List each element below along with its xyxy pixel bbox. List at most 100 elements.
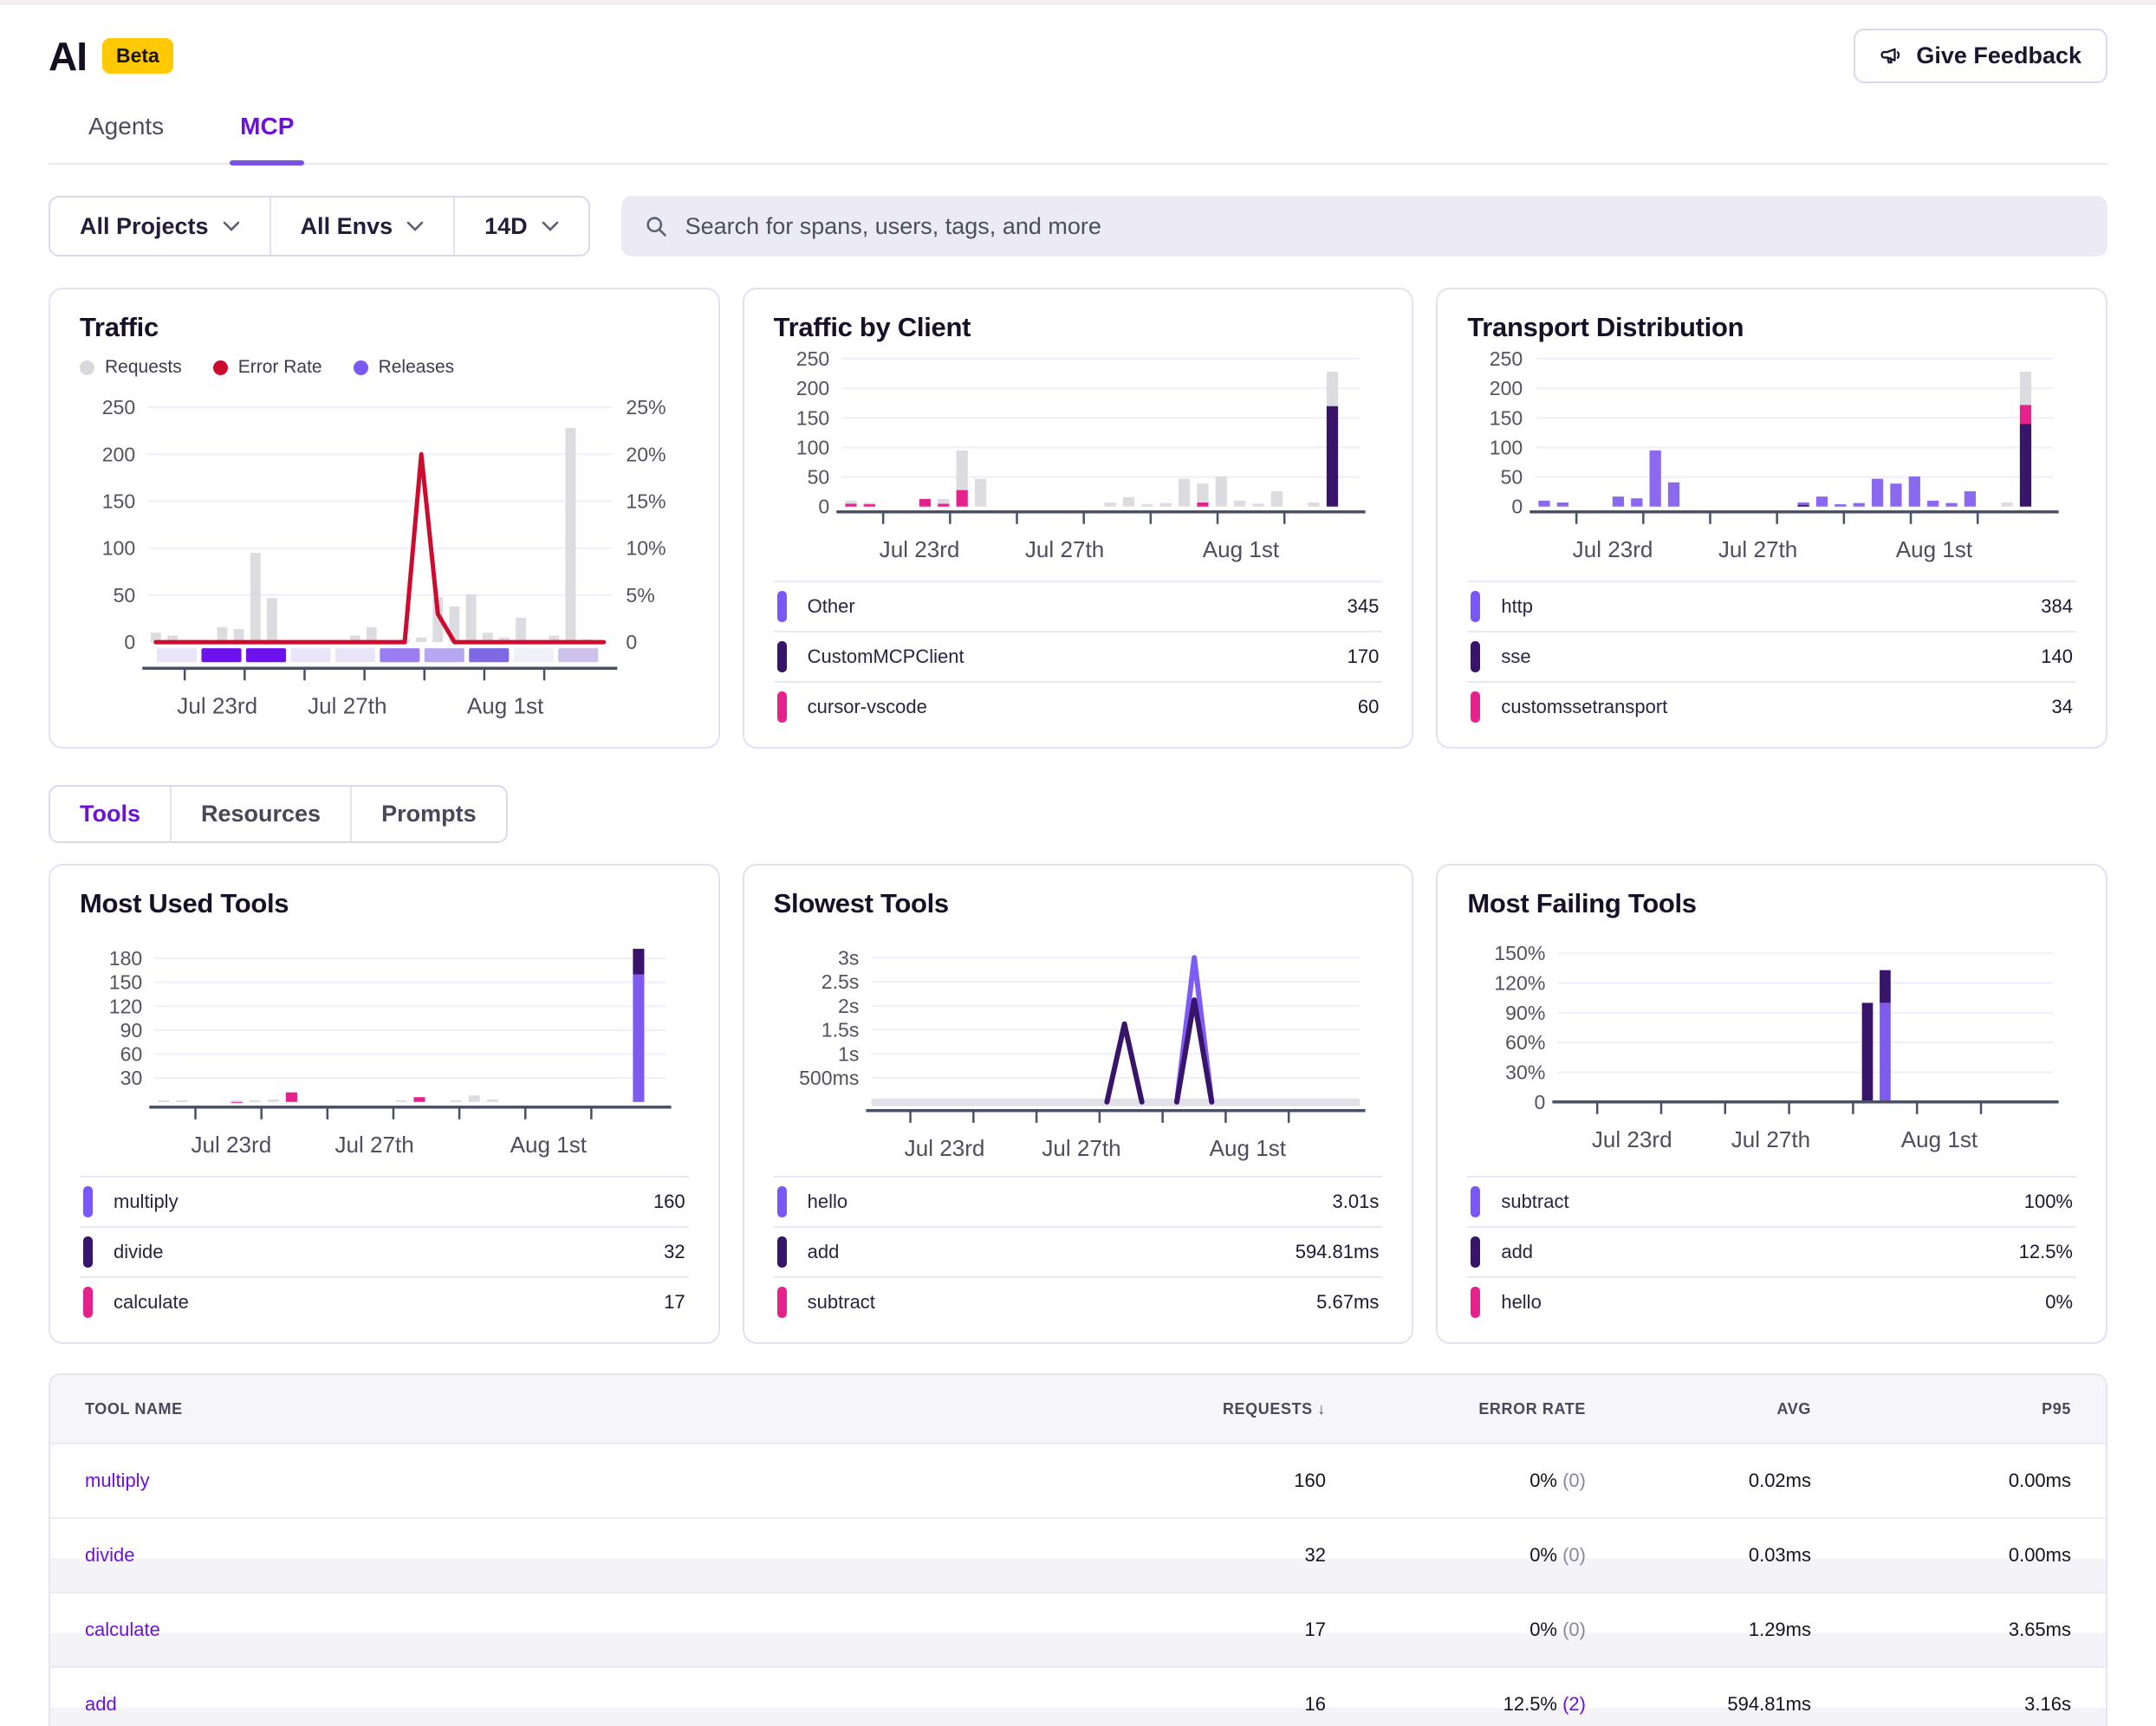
bar-Other[interactable] bbox=[863, 503, 874, 504]
bar-cursor-vscode[interactable] bbox=[863, 504, 874, 507]
bar-http[interactable] bbox=[1835, 504, 1847, 507]
legend-row-hello[interactable]: hello 3.01s bbox=[774, 1176, 1383, 1226]
legend-row-hello[interactable]: hello 0% bbox=[1467, 1276, 2076, 1327]
tab-tools[interactable]: Tools bbox=[50, 787, 170, 841]
release-segment[interactable] bbox=[290, 648, 330, 662]
legend-item-requests[interactable]: Requests bbox=[80, 357, 182, 378]
bar-Other[interactable] bbox=[2002, 503, 2013, 507]
bar-http[interactable] bbox=[1613, 496, 1624, 507]
bar-Other[interactable] bbox=[845, 501, 856, 503]
column-p95[interactable]: P95 bbox=[1811, 1400, 2071, 1418]
legend-item-releases[interactable]: Releases bbox=[354, 357, 455, 378]
bar-http[interactable] bbox=[1816, 496, 1828, 507]
bar-calculate[interactable] bbox=[413, 1097, 425, 1102]
column-avg[interactable]: AVG bbox=[1586, 1400, 1811, 1418]
release-segment[interactable] bbox=[157, 648, 197, 662]
bar-Other[interactable] bbox=[2020, 372, 2031, 405]
tab-prompts[interactable]: Prompts bbox=[350, 787, 506, 841]
bar-other[interactable] bbox=[250, 1100, 261, 1102]
bar-Other[interactable] bbox=[1179, 479, 1190, 507]
tool-link-multiply[interactable]: multiply bbox=[85, 1470, 150, 1491]
bar-Requests[interactable] bbox=[267, 598, 277, 642]
search-input[interactable] bbox=[685, 213, 2085, 240]
slowest-tools-chart[interactable]: 500ms1s1.5s2s2.5s3sJul 23rdJul 27thAug 1… bbox=[774, 926, 1383, 1172]
tool-link-calculate[interactable]: calculate bbox=[85, 1619, 160, 1640]
release-segment[interactable] bbox=[469, 648, 509, 662]
bar-http[interactable] bbox=[1668, 483, 1679, 507]
bar-add[interactable] bbox=[1862, 1003, 1874, 1101]
traffic-by-client-chart[interactable]: 050100150200250Jul 23rdJul 27thAug 1st bbox=[774, 350, 1383, 577]
projects-filter-dropdown[interactable]: All Projects bbox=[50, 198, 270, 255]
most-failing-tools-chart[interactable]: 030%60%90%120%150%Jul 23rdJul 27thAug 1s… bbox=[1467, 926, 2076, 1172]
bar-multiply[interactable] bbox=[633, 974, 644, 1101]
bar-http[interactable] bbox=[1539, 501, 1550, 507]
bar-other[interactable] bbox=[469, 1095, 480, 1101]
bar-calculate[interactable] bbox=[286, 1093, 297, 1102]
column-tool-name[interactable]: TOOL NAME bbox=[85, 1400, 1127, 1418]
bar-http[interactable] bbox=[1909, 477, 1920, 507]
bar-other[interactable] bbox=[268, 1100, 279, 1102]
release-segment[interactable] bbox=[246, 648, 286, 662]
bar-Other[interactable] bbox=[1123, 497, 1134, 507]
column-requests[interactable]: REQUESTS ↓ bbox=[1127, 1400, 1326, 1418]
bar-Other[interactable] bbox=[1252, 503, 1263, 506]
bar-http[interactable] bbox=[1854, 503, 1865, 507]
bar-Other[interactable] bbox=[956, 451, 967, 490]
bar-Other[interactable] bbox=[938, 499, 949, 503]
legend-row-customssetransport[interactable]: customssetransport 34 bbox=[1467, 681, 2076, 731]
legend-row-sse[interactable]: sse 140 bbox=[1467, 631, 2076, 681]
legend-row-multiply[interactable]: multiply 160 bbox=[80, 1176, 689, 1226]
bar-Other[interactable] bbox=[1270, 491, 1282, 507]
bar-http[interactable] bbox=[1946, 503, 1958, 507]
bar-Other[interactable] bbox=[1234, 501, 1245, 507]
bar-Requests[interactable] bbox=[250, 553, 261, 642]
bar-other[interactable] bbox=[451, 1100, 462, 1102]
bar-cursor-vscode[interactable] bbox=[845, 503, 856, 506]
legend-row-Other[interactable]: Other 345 bbox=[774, 581, 1383, 631]
release-segment[interactable] bbox=[380, 648, 419, 662]
release-segment[interactable] bbox=[514, 648, 554, 662]
bar-Requests[interactable] bbox=[218, 627, 228, 642]
bar-other[interactable] bbox=[395, 1100, 406, 1102]
bar-Other[interactable] bbox=[1327, 372, 1338, 406]
bar-Other[interactable] bbox=[1141, 504, 1153, 507]
bar-Requests[interactable] bbox=[367, 627, 377, 642]
bar-Requests[interactable] bbox=[566, 428, 576, 642]
tab-agents[interactable]: Agents bbox=[78, 113, 174, 163]
bar-Other[interactable] bbox=[975, 479, 986, 507]
column-error-rate[interactable]: ERROR RATE bbox=[1326, 1400, 1586, 1418]
bar-Requests[interactable] bbox=[516, 618, 526, 642]
most-used-tools-chart[interactable]: 306090120150180Jul 23rdJul 27thAug 1st bbox=[80, 926, 689, 1172]
release-segment[interactable] bbox=[425, 648, 464, 662]
bar-Other[interactable] bbox=[1197, 483, 1208, 503]
legend-row-calculate[interactable]: calculate 17 bbox=[80, 1276, 689, 1327]
bar-cursor-vscode[interactable] bbox=[938, 503, 949, 506]
bar-http[interactable] bbox=[1798, 503, 1809, 505]
give-feedback-button[interactable]: Give Feedback bbox=[1854, 29, 2107, 83]
bar-http[interactable] bbox=[1891, 483, 1902, 507]
bar-add[interactable] bbox=[1880, 970, 1891, 1003]
release-segment[interactable] bbox=[335, 648, 375, 662]
tool-link-divide[interactable]: divide bbox=[85, 1544, 134, 1566]
bar-Requests[interactable] bbox=[416, 638, 426, 642]
bar-http[interactable] bbox=[1964, 491, 1976, 507]
bar-Requests[interactable] bbox=[466, 594, 477, 642]
bar-http[interactable] bbox=[1557, 503, 1568, 507]
bar-other[interactable] bbox=[487, 1100, 498, 1102]
transport-distribution-chart[interactable]: 050100150200250Jul 23rdJul 27thAug 1st bbox=[1467, 350, 2076, 577]
legend-row-divide[interactable]: divide 32 bbox=[80, 1226, 689, 1276]
bar-sse[interactable] bbox=[1798, 505, 1809, 507]
bar-other[interactable] bbox=[231, 1100, 243, 1102]
bar-divide[interactable] bbox=[633, 949, 644, 974]
bar-Other[interactable] bbox=[1215, 477, 1226, 507]
bar-cursor-vscode[interactable] bbox=[956, 490, 967, 507]
bar-http[interactable] bbox=[1632, 498, 1643, 507]
bar-customssetransport[interactable] bbox=[2020, 405, 2031, 424]
legend-item-error-rate[interactable]: Error Rate bbox=[213, 357, 322, 378]
tab-mcp[interactable]: MCP bbox=[230, 113, 304, 163]
traffic-chart[interactable]: 05010015020025005%10%15%20%25%Jul 23rdJu… bbox=[80, 385, 689, 730]
bar-cursor-vscode[interactable] bbox=[919, 499, 930, 507]
release-segment[interactable] bbox=[201, 648, 241, 662]
bar-other[interactable] bbox=[176, 1100, 187, 1102]
legend-row-add[interactable]: add 594.81ms bbox=[774, 1226, 1383, 1276]
